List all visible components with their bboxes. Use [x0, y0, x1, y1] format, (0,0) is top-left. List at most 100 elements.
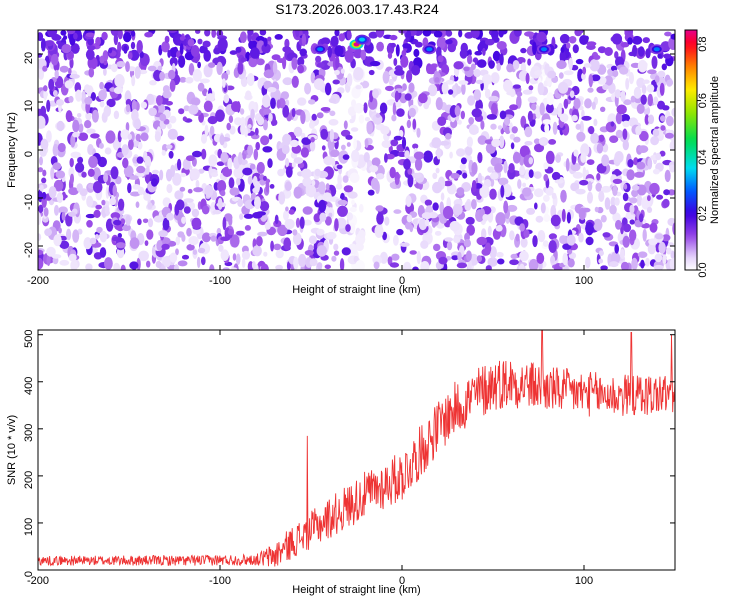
spectrogram-cell [54, 75, 64, 89]
spectrogram-cell [316, 228, 325, 236]
spectrogram-cell [56, 99, 64, 106]
spectrogram-cell [470, 63, 476, 70]
spectrogram-cell [633, 86, 642, 99]
spectrogram-cell [57, 142, 66, 153]
spectrogram-cell [236, 253, 241, 265]
spectrogram-cell [610, 121, 615, 127]
spectrogram-cell [328, 97, 337, 104]
spectrogram-cell [329, 110, 336, 117]
spectrogram-cell [473, 89, 482, 101]
spectrogram-cell [267, 158, 273, 169]
spectrogram-cell [556, 104, 562, 118]
spectrogram-cell [402, 83, 407, 91]
spectrogram-cell [661, 105, 670, 111]
colorbar-tick-label: 0.4 [697, 149, 709, 164]
spectrogram-cell [375, 113, 381, 118]
spectrogram-cell [38, 167, 44, 173]
spectrogram-cell [468, 124, 479, 135]
spectrogram-cell [175, 248, 179, 256]
spectrogram-cell [629, 204, 635, 214]
spectrogram-cell [509, 133, 515, 140]
spectrogram-cell [627, 37, 633, 45]
spectrogram-cell [318, 199, 327, 213]
spectrogram-cell [113, 219, 122, 226]
spectrogram-cell [252, 245, 262, 257]
spectrogram-cell [181, 216, 187, 224]
spectrogram-cell [192, 150, 202, 158]
spectrogram-cell [144, 240, 149, 247]
spectrogram-cell [180, 172, 187, 178]
spectrogram-cell [482, 47, 486, 56]
spectrogram-cell [467, 259, 473, 270]
spectrogram-cell [664, 31, 672, 37]
spectrogram-cell [291, 75, 299, 88]
spectrogram-cell [216, 61, 223, 75]
spectrogram-cell [260, 135, 270, 146]
spectrogram-cell [202, 205, 210, 215]
spectrogram-cell [654, 75, 660, 83]
spectrogram-cell [243, 213, 254, 219]
spectrogram-cell [318, 181, 326, 195]
spectrogram-cell [329, 129, 335, 143]
spectrogram-cell [418, 93, 428, 104]
spectrogram-cell [334, 218, 339, 232]
spectrogram-cell [337, 205, 348, 217]
spectrogram-cell [101, 31, 108, 41]
spectrogram-cell [566, 42, 571, 49]
spectrogram-cell [537, 230, 546, 243]
spectrogram-cell [208, 62, 216, 68]
spectrogram-cell [154, 131, 161, 143]
spectrogram-cell [85, 263, 93, 270]
spectrogram-cell [434, 77, 440, 83]
spectrogram-cell [302, 206, 313, 215]
spectrogram-cell [355, 85, 362, 90]
spectrogram-cell [110, 212, 121, 220]
spectrogram-cell [401, 49, 407, 57]
spectrogram-cell [423, 150, 433, 163]
spectrogram-cell [520, 237, 528, 248]
spectrogram-cell [123, 45, 128, 54]
spectrogram-cell [70, 151, 81, 158]
spectrogram-cell [489, 246, 497, 259]
spectrogram-cell [114, 74, 125, 88]
spectrogram-cell [373, 261, 380, 270]
spectrogram-cell [345, 135, 353, 140]
spectrogram-cell [387, 52, 393, 59]
spectrogram-cell [629, 229, 637, 242]
spectrogram-cell [197, 61, 202, 69]
spectrogram-cell [122, 157, 129, 169]
spectrogram-cell [120, 129, 130, 140]
spectrogram-cell [543, 194, 550, 202]
spectrogram-cell [638, 46, 645, 57]
spectrogram-cell [179, 186, 186, 192]
spectrogram-cell [487, 225, 492, 236]
spectrogram-cell [404, 150, 410, 159]
spectrogram-cell [350, 127, 359, 132]
spectrogram-cell [220, 249, 229, 261]
spectrogram-cell [649, 222, 658, 233]
spectrogram-cell [247, 124, 252, 129]
spectrogram-cell [186, 244, 195, 251]
spectrogram-cell [497, 258, 505, 265]
spectrogram-cell [615, 112, 623, 125]
spectrogram-cell [440, 192, 445, 201]
spectrogram-cell [99, 81, 104, 90]
spectrogram-cell [423, 102, 430, 110]
spectrogram-cell [265, 179, 270, 193]
spectrogram-cell [210, 172, 219, 178]
spectrogram-cell [456, 187, 465, 196]
spectrogram-cell [528, 258, 539, 270]
spectrogram-cell [285, 158, 290, 168]
spectrogram-cell [299, 48, 308, 57]
spectrogram-cell [669, 164, 675, 173]
spectrogram-cell [629, 219, 635, 225]
spectrogram-cell [359, 203, 364, 213]
spectrogram-cell [596, 173, 601, 181]
spectrogram-cell [512, 60, 520, 70]
colorbar-tick-label: 0.8 [697, 36, 709, 51]
spectrogram-cell [407, 174, 414, 188]
spectrogram-cell [260, 263, 269, 270]
spectrogram-cell [173, 264, 179, 270]
snr-x-axis-label: Height of straight line (km) [292, 584, 420, 596]
spectrogram-cell [614, 244, 619, 254]
